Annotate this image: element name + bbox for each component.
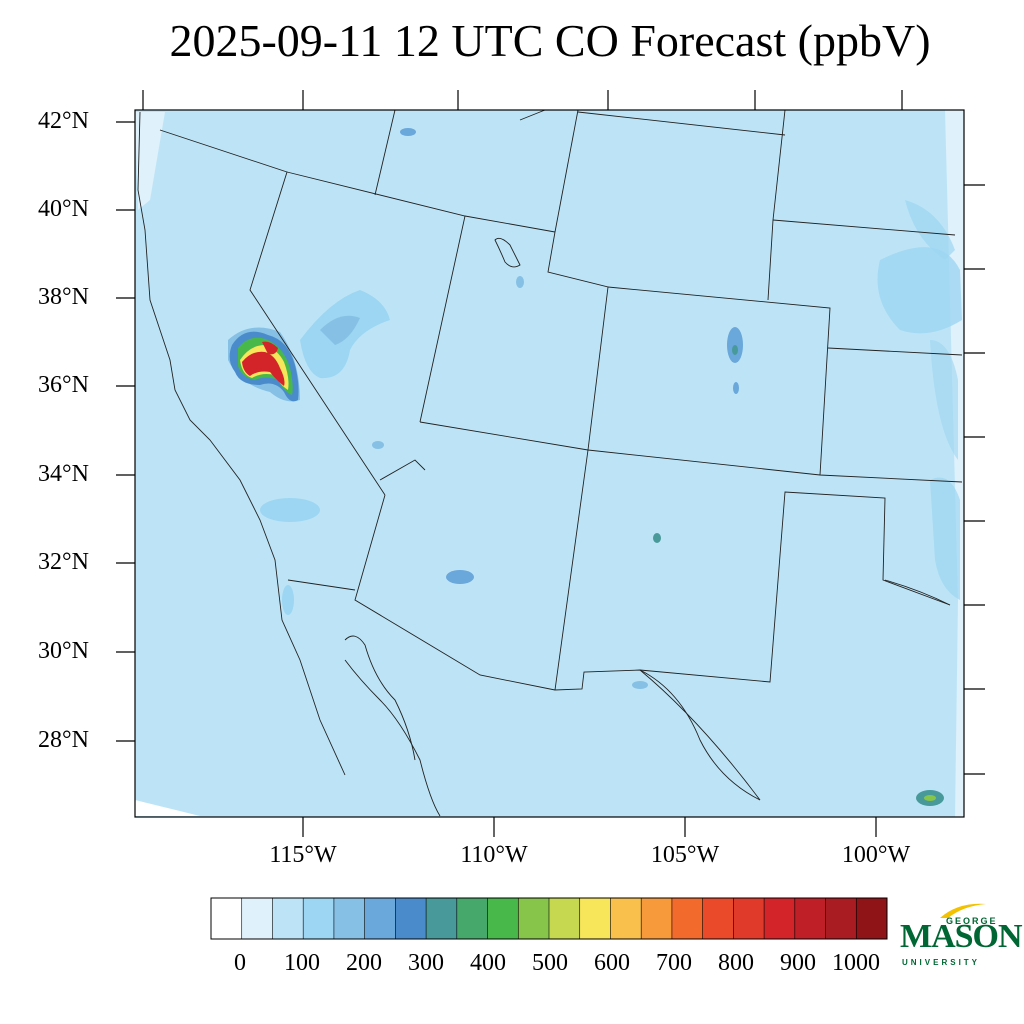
colorbar-swatch (241, 898, 273, 939)
lat-label: 36°N (38, 372, 89, 398)
colorbar-label: 700 (656, 950, 692, 976)
logo-george: GEORGE (946, 916, 998, 926)
colorbar-swatch (610, 898, 642, 939)
elevated-spot (732, 345, 738, 355)
elevated-area (905, 200, 955, 260)
elevated-spot (924, 795, 936, 801)
colorbar-swatch (518, 898, 550, 939)
colorbar-label: 200 (346, 950, 382, 976)
elevated-spot (400, 128, 416, 136)
colorbar-label: 600 (594, 950, 630, 976)
elevated-spot (516, 276, 524, 288)
colorbar-swatch (426, 898, 458, 939)
colorbar-swatch (856, 898, 888, 939)
elevated-area (930, 340, 958, 460)
colorbar-swatch (579, 898, 611, 939)
colorbar-label: 300 (408, 950, 444, 976)
elevated-spot (446, 570, 474, 584)
elevated-spot (372, 441, 384, 449)
gmu-logo: GEORGE MASON UNIVERSITY (898, 900, 1023, 970)
colorbar-frame (210, 897, 888, 940)
map-background (135, 110, 964, 817)
lat-label: 32°N (38, 549, 89, 575)
colorbar-label: 1000 (832, 950, 880, 976)
colorbar-swatch (671, 898, 703, 939)
low-value-area (135, 800, 200, 816)
colorbar-label: 500 (532, 950, 568, 976)
colorbar-swatch (272, 898, 304, 939)
colorbar-swatch (764, 898, 796, 939)
fire-co-hotspot-core (262, 341, 278, 355)
lat-label: 42°N (38, 108, 89, 134)
lat-label: 28°N (38, 727, 89, 753)
colorbar-swatch (487, 898, 519, 939)
colorbar-swatch (333, 898, 365, 939)
colorbar-label: 0 (234, 950, 246, 976)
lat-label: 34°N (38, 461, 89, 487)
colorbar-swatch (364, 898, 396, 939)
map-frame (134, 109, 965, 818)
lon-label: 100°W (841, 842, 911, 868)
colorbar-swatch (549, 898, 581, 939)
logo-mason: MASON (900, 918, 1023, 955)
colorbar-swatch (641, 898, 673, 939)
colorbar-label: 900 (780, 950, 816, 976)
colorbar-label: 800 (718, 950, 754, 976)
colorbar-swatch (456, 898, 488, 939)
colorbar-swatch (825, 898, 857, 939)
colorbar-swatch (211, 898, 243, 939)
lon-label: 105°W (650, 842, 720, 868)
elevated-spot (260, 498, 320, 522)
lon-label: 115°W (269, 842, 337, 868)
colorbar (210, 897, 888, 940)
tick-marks (116, 90, 985, 837)
elevated-area (930, 477, 960, 600)
colorbar-swatch (702, 898, 734, 939)
low-value-area (135, 112, 165, 210)
lat-label: 40°N (38, 196, 89, 222)
colorbar-swatch (794, 898, 826, 939)
colorbar-swatch (395, 898, 427, 939)
elevated-spot (653, 533, 661, 543)
boundaries (137, 109, 963, 817)
lat-label: 38°N (38, 284, 89, 310)
colorbar-label: 400 (470, 950, 506, 976)
elevated-area (877, 247, 962, 334)
colorbar-label: 100 (284, 950, 320, 976)
elevated-spot (282, 585, 294, 615)
lat-label: 30°N (38, 638, 89, 664)
logo-swoosh-icon (940, 903, 986, 918)
fire-co-hotspot-core (242, 351, 285, 386)
lon-label: 110°W (460, 842, 528, 868)
map-title: 2025-09-11 12 UTC CO Forecast (ppbV) (169, 15, 931, 66)
elevated-spot (733, 382, 739, 394)
colorbar-swatch (733, 898, 765, 939)
smoke-plume (320, 315, 360, 345)
colorbar-swatch (303, 898, 335, 939)
logo-university: UNIVERSITY (902, 958, 981, 967)
elevated-spot (632, 681, 648, 689)
